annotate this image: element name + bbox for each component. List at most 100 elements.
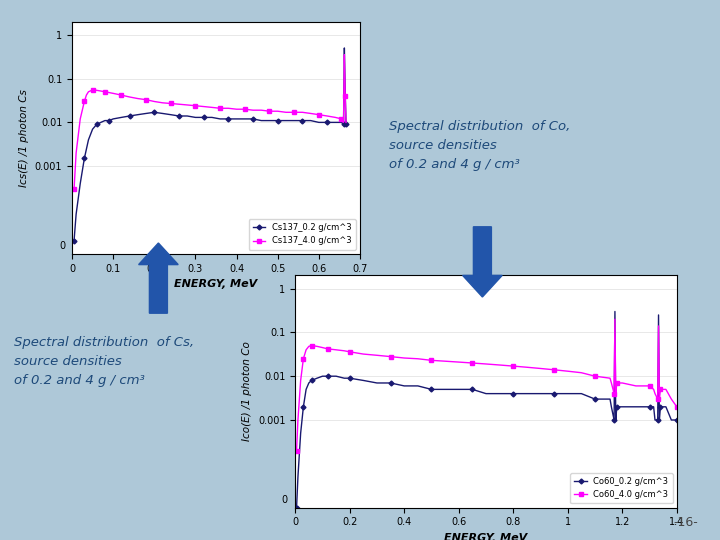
- Cs137_4.0 g/cm^3: [150, 98, 158, 105]
- Cs137_0.2 g/cm^3: [133, 111, 142, 118]
- Co60_4.0 g/cm^3: [340, 348, 348, 354]
- Cs137_0.2 g/cm^3: [240, 116, 249, 122]
- Co60_0.2 g/cm^3: [297, 430, 305, 436]
- Cs137_0.2 g/cm^3: [290, 117, 299, 124]
- Text: 0: 0: [60, 241, 66, 251]
- Line: Cs137_0.2 g/cm^3: Cs137_0.2 g/cm^3: [72, 46, 348, 242]
- Cs137_0.2 g/cm^3: [341, 89, 349, 95]
- Cs137_0.2 g/cm^3: [150, 109, 158, 116]
- Co60_4.0 g/cm^3: [631, 383, 640, 389]
- Co60_4.0 g/cm^3: [523, 364, 531, 370]
- Cs137_0.2 g/cm^3: [175, 113, 184, 119]
- Legend: Cs137_0.2 g/cm^3, Cs137_4.0 g/cm^3: Cs137_0.2 g/cm^3, Cs137_4.0 g/cm^3: [248, 219, 356, 249]
- Cs137_4.0 g/cm^3: [89, 87, 97, 93]
- Text: Spectral distribution  of Cs,
source densities
of 0.2 and 4 g / cm³: Spectral distribution of Cs, source dens…: [14, 336, 194, 387]
- Cs137_0.2 g/cm^3: [84, 137, 93, 143]
- Cs137_4.0 g/cm^3: [265, 108, 274, 114]
- Cs137_4.0 g/cm^3: [117, 92, 126, 98]
- Cs137_0.2 g/cm^3: [323, 119, 331, 126]
- Co60_0.2 g/cm^3: [611, 417, 620, 423]
- Co60_0.2 g/cm^3: [346, 375, 354, 381]
- Line: Co60_0.2 g/cm^3: Co60_0.2 g/cm^3: [294, 310, 678, 509]
- Line: Co60_4.0 g/cm^3: Co60_4.0 g/cm^3: [294, 317, 679, 453]
- Co60_0.2 g/cm^3: [294, 474, 302, 480]
- Co60_0.2 g/cm^3: [400, 383, 408, 389]
- Co60_0.2 g/cm^3: [667, 417, 675, 423]
- Co60_4.0 g/cm^3: [359, 351, 368, 357]
- Co60_0.2 g/cm^3: [305, 380, 313, 386]
- Cs137_0.2 g/cm^3: [265, 117, 274, 124]
- Co60_4.0 g/cm^3: [323, 346, 332, 352]
- Co60_0.2 g/cm^3: [386, 380, 395, 386]
- Cs137_4.0 g/cm^3: [82, 92, 91, 98]
- Co60_0.2 g/cm^3: [613, 403, 621, 410]
- Cs137_4.0 g/cm^3: [337, 116, 346, 122]
- Cs137_4.0 g/cm^3: [339, 119, 348, 126]
- Cs137_0.2 g/cm^3: [125, 113, 134, 119]
- Co60_4.0 g/cm^3: [590, 373, 599, 380]
- Co60_0.2 g/cm^3: [564, 390, 572, 397]
- Co60_0.2 g/cm^3: [299, 403, 307, 410]
- Cs137_4.0 g/cm^3: [109, 90, 117, 97]
- Co60_4.0 g/cm^3: [672, 403, 681, 410]
- Cs137_4.0 g/cm^3: [199, 103, 208, 110]
- Co60_4.0 g/cm^3: [649, 386, 658, 393]
- Co60_4.0 g/cm^3: [386, 353, 395, 360]
- Co60_4.0 g/cm^3: [495, 362, 504, 368]
- Cs137_0.2 g/cm^3: [282, 117, 290, 124]
- Co60_0.2 g/cm^3: [340, 375, 348, 381]
- Cs137_0.2 g/cm^3: [274, 117, 282, 124]
- Co60_0.2 g/cm^3: [631, 403, 640, 410]
- Co60_4.0 g/cm^3: [297, 377, 305, 384]
- Cs137_4.0 g/cm^3: [224, 105, 233, 112]
- Cs137_0.2 g/cm^3: [191, 114, 199, 120]
- Co60_4.0 g/cm^3: [655, 396, 664, 402]
- Co60_4.0 g/cm^3: [613, 380, 621, 386]
- Cs137_4.0 g/cm^3: [175, 101, 184, 107]
- Cs137_4.0 g/cm^3: [101, 89, 109, 95]
- Co60_4.0 g/cm^3: [662, 386, 670, 393]
- Cs137_4.0 g/cm^3: [341, 93, 349, 99]
- Co60_0.2 g/cm^3: [590, 396, 599, 402]
- Co60_0.2 g/cm^3: [649, 403, 658, 410]
- Co60_4.0 g/cm^3: [292, 447, 301, 454]
- Cs137_4.0 g/cm^3: [191, 103, 199, 109]
- Cs137_4.0 g/cm^3: [240, 106, 249, 112]
- Co60_4.0 g/cm^3: [346, 349, 354, 355]
- Co60_0.2 g/cm^3: [323, 373, 332, 380]
- Co60_0.2 g/cm^3: [655, 417, 664, 423]
- Cs137_0.2 g/cm^3: [331, 119, 340, 126]
- Co60_4.0 g/cm^3: [654, 323, 663, 329]
- Cs137_4.0 g/cm^3: [166, 100, 175, 107]
- Cs137_4.0 g/cm^3: [315, 111, 323, 118]
- Co60_4.0 g/cm^3: [305, 343, 313, 349]
- Cs137_0.2 g/cm^3: [183, 113, 192, 119]
- Cs137_4.0 g/cm^3: [80, 98, 89, 105]
- Cs137_4.0 g/cm^3: [298, 109, 307, 116]
- Cs137_4.0 g/cm^3: [233, 106, 241, 112]
- Cs137_0.2 g/cm^3: [101, 117, 109, 124]
- Cs137_4.0 g/cm^3: [257, 107, 266, 113]
- X-axis label: ENERGY, MeV: ENERGY, MeV: [174, 279, 258, 289]
- Co60_4.0 g/cm^3: [509, 363, 518, 369]
- Co60_0.2 g/cm^3: [427, 386, 436, 393]
- Cs137_0.2 g/cm^3: [142, 110, 150, 117]
- Co60_4.0 g/cm^3: [610, 390, 618, 397]
- Cs137_4.0 g/cm^3: [290, 109, 299, 116]
- Co60_4.0 g/cm^3: [400, 355, 408, 361]
- Cs137_4.0 g/cm^3: [96, 88, 105, 94]
- Co60_4.0 g/cm^3: [607, 380, 616, 386]
- Cs137_0.2 g/cm^3: [76, 180, 84, 187]
- Co60_4.0 g/cm^3: [611, 316, 619, 322]
- Co60_0.2 g/cm^3: [550, 390, 559, 397]
- Cs137_4.0 g/cm^3: [158, 99, 167, 106]
- Cs137_4.0 g/cm^3: [92, 87, 101, 93]
- Cs137_0.2 g/cm^3: [104, 117, 113, 124]
- Cs137_0.2 g/cm^3: [207, 114, 216, 120]
- Cs137_4.0 g/cm^3: [207, 104, 216, 111]
- Co60_0.2 g/cm^3: [332, 373, 341, 380]
- Co60_4.0 g/cm^3: [307, 342, 316, 349]
- Co60_0.2 g/cm^3: [656, 403, 665, 410]
- Co60_4.0 g/cm^3: [299, 355, 307, 362]
- Co60_4.0 g/cm^3: [654, 396, 662, 402]
